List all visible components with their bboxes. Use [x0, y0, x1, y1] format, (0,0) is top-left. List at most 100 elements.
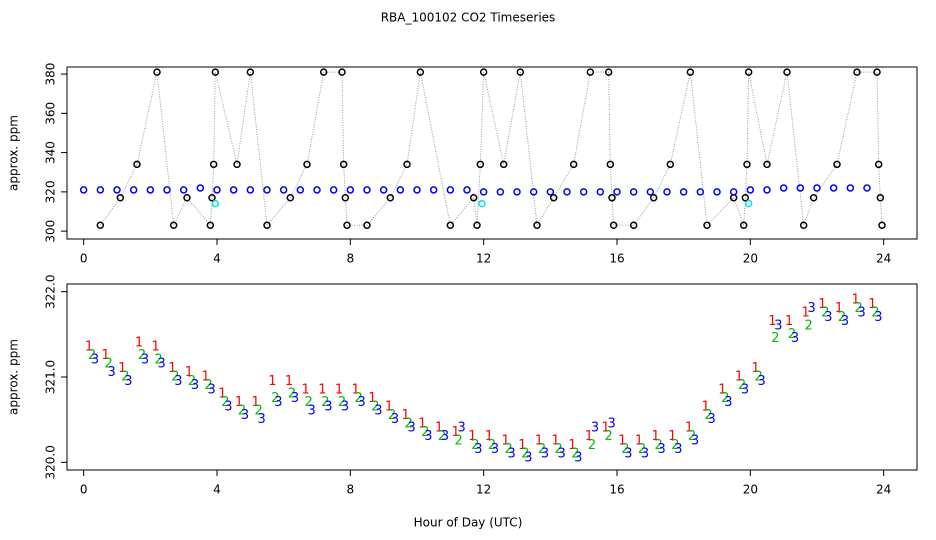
data-point: 3	[758, 374, 766, 389]
data-point: 2	[505, 442, 513, 457]
data-point: 2	[671, 438, 679, 453]
data-point: 2	[755, 370, 763, 385]
data-point: 1	[468, 429, 476, 444]
data-point: 2	[188, 374, 196, 389]
data-point: 2	[688, 429, 696, 444]
data-point: 2	[338, 395, 346, 410]
data-point	[686, 68, 695, 76]
data-point: 3	[124, 374, 132, 389]
data-point	[546, 188, 555, 196]
data-point: 1	[535, 433, 543, 448]
data-point: 3	[574, 451, 582, 466]
data-point: 1	[385, 399, 393, 414]
data-point: 1	[252, 395, 260, 410]
data-point: 1	[702, 399, 710, 414]
data-point: 2	[571, 446, 579, 461]
data-point	[813, 184, 821, 192]
data-point	[339, 160, 348, 169]
data-point	[743, 160, 751, 169]
data-point: 1	[785, 314, 793, 329]
data-point	[809, 194, 818, 202]
data-point	[429, 186, 438, 194]
data-point: 1	[135, 335, 143, 350]
data-point: 1	[718, 382, 726, 397]
data-point	[874, 160, 883, 169]
data-point: 1	[168, 361, 176, 376]
data-point: 1	[235, 395, 243, 410]
x-tick-label: 0	[80, 252, 88, 266]
data-point: 3	[824, 310, 832, 325]
plot-frame	[66, 66, 918, 240]
data-point: 3	[691, 433, 699, 448]
data-point	[379, 186, 388, 194]
data-point: 2	[288, 387, 296, 402]
data-point: 1	[568, 438, 576, 453]
data-point	[586, 68, 595, 76]
data-point: 1	[485, 429, 493, 444]
data-point	[263, 186, 271, 194]
data-point: 1	[368, 391, 376, 406]
data-point: 2	[271, 391, 279, 406]
data-point	[606, 160, 615, 169]
y-tick-label: 380	[44, 63, 58, 86]
data-point	[211, 68, 220, 76]
data-point: 3	[458, 421, 466, 436]
data-point: 3	[858, 306, 866, 321]
data-point	[663, 188, 671, 196]
data-point	[833, 160, 841, 169]
data-point	[479, 68, 488, 76]
data-point	[196, 184, 205, 192]
data-point: 2	[521, 446, 529, 461]
data-point: 2	[838, 310, 846, 325]
y-tick-label: 360	[44, 102, 58, 125]
x-tick-label: 20	[743, 252, 758, 266]
data-point: 2	[155, 352, 163, 367]
x-tick-label: 12	[476, 252, 491, 266]
data-point: 3	[541, 446, 549, 461]
data-point: 2	[488, 438, 496, 453]
data-point: 2	[805, 318, 813, 333]
data-point	[763, 160, 771, 169]
data-point: 3	[274, 395, 282, 410]
data-point	[796, 184, 805, 192]
data-point	[211, 199, 220, 208]
data-point: 2	[105, 357, 113, 372]
data-point: 3	[841, 314, 849, 329]
data-point: 1	[152, 340, 160, 355]
data-point	[129, 186, 138, 194]
y-tick-label: 321.0	[44, 360, 58, 394]
data-point: 1	[185, 365, 193, 380]
data-point	[513, 188, 521, 196]
data-point	[476, 160, 485, 169]
data-point: 3	[324, 399, 332, 414]
data-point: 1	[202, 370, 210, 385]
data-point: 3	[808, 301, 816, 316]
data-point: 2	[88, 348, 96, 363]
x-tick-label: 16	[609, 483, 624, 497]
data-point: 2	[138, 348, 146, 363]
data-point: 3	[241, 408, 249, 423]
data-point	[853, 68, 861, 76]
data-point	[319, 68, 328, 76]
data-point: 2	[705, 408, 713, 423]
data-point: 3	[358, 395, 366, 410]
data-point	[479, 188, 488, 196]
data-point	[779, 184, 788, 192]
data-point	[783, 68, 791, 76]
data-point: 3	[208, 382, 216, 397]
y-axis-title: approx. ppm	[7, 115, 21, 191]
data-point: 1	[835, 301, 843, 316]
data-point	[741, 194, 750, 202]
data-point: 2	[388, 408, 396, 423]
data-point	[296, 186, 305, 194]
data-point: 3	[441, 429, 449, 444]
data-point: 3	[291, 391, 299, 406]
data-point	[463, 186, 471, 194]
data-point	[744, 199, 753, 208]
data-point: 3	[341, 399, 349, 414]
data-point: 3	[791, 331, 799, 346]
data-point	[79, 186, 88, 194]
data-point: 1	[552, 433, 560, 448]
data-point: 1	[802, 306, 810, 321]
data-point	[169, 221, 178, 230]
